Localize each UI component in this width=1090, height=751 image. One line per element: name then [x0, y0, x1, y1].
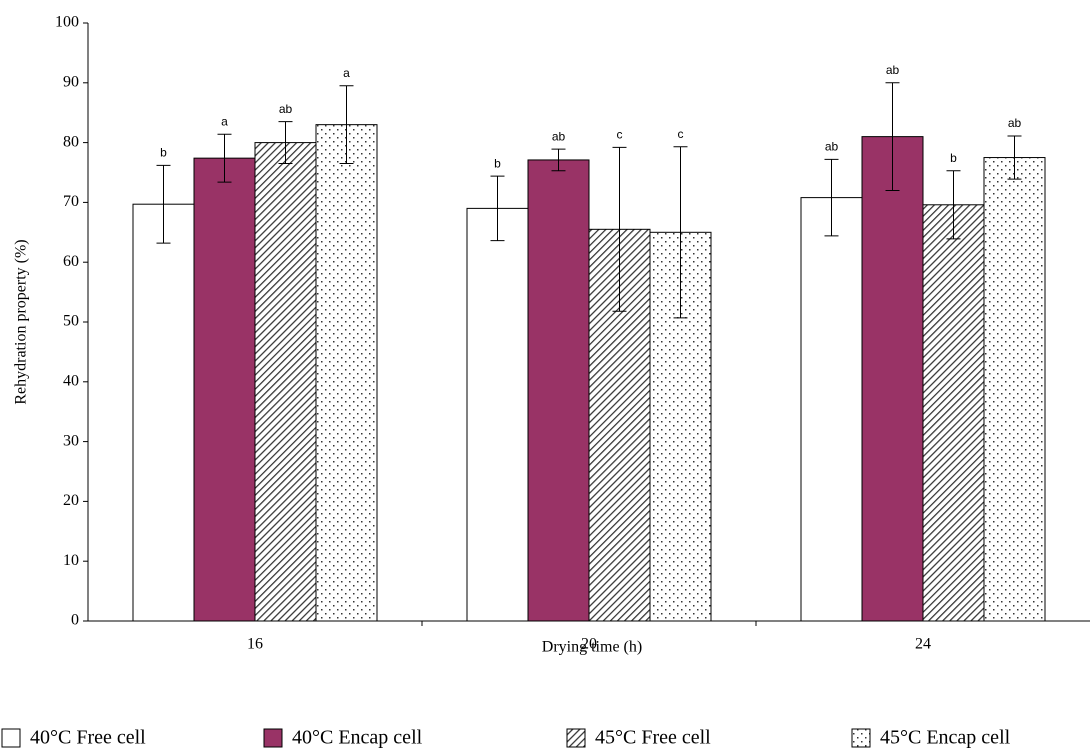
significance-letter: b [950, 151, 957, 165]
error-bar [490, 175, 505, 242]
bar [466, 207, 529, 622]
significance-letter: ab [552, 129, 566, 143]
error-bar [339, 85, 354, 165]
error-bar [612, 146, 627, 312]
y-tick-label: 20 [63, 492, 79, 509]
bar [800, 197, 863, 622]
significance-letter: ab [279, 102, 293, 116]
significance-letter: a [343, 66, 350, 80]
error-bar [885, 82, 900, 191]
y-tick-label: 70 [63, 193, 79, 210]
error-bar [156, 164, 171, 244]
significance-letter: a [221, 114, 228, 128]
x-tick-label: 20 [581, 636, 597, 653]
legend-swatch [263, 728, 283, 748]
legend-label: 45°C Free cell [595, 727, 711, 749]
y-tick-label: 90 [63, 73, 79, 90]
error-bar [278, 121, 293, 165]
bar [861, 136, 924, 622]
legend-label: 40°C Encap cell [292, 727, 423, 749]
x-axis-title: Drying time (h) [542, 639, 642, 656]
x-tick-label: 16 [247, 636, 263, 653]
y-tick-label: 50 [63, 313, 79, 330]
bar [588, 228, 651, 622]
y-tick-label: 10 [63, 552, 79, 569]
error-bar [1007, 135, 1022, 180]
legend-label: 40°C Free cell [30, 727, 146, 749]
error-bar [217, 133, 232, 183]
y-tick-label: 60 [63, 253, 79, 270]
bar [527, 159, 590, 622]
legend-swatch [851, 728, 871, 748]
bar [983, 157, 1046, 622]
x-tick-label: 24 [915, 636, 931, 653]
bar [132, 203, 195, 622]
bar [315, 124, 378, 622]
legend-label: 45°C Encap cell [880, 727, 1011, 749]
significance-letter: c [617, 128, 623, 142]
error-bar [946, 170, 961, 240]
significance-letter: b [160, 145, 167, 159]
legend-swatch [566, 728, 586, 748]
error-bar [824, 158, 839, 237]
y-axis-title: Rehydration property (%) [13, 239, 30, 404]
y-tick-label: 30 [63, 432, 79, 449]
significance-letter: b [494, 156, 501, 170]
significance-letter: ab [1008, 116, 1022, 130]
significance-letter: ab [886, 63, 900, 77]
significance-letter: ab [825, 140, 839, 154]
y-tick-label: 100 [55, 14, 79, 31]
significance-letter: c [678, 127, 684, 141]
y-tick-label: 0 [71, 612, 79, 629]
error-bar [551, 148, 566, 172]
y-tick-label: 80 [63, 133, 79, 150]
legend-swatch [1, 728, 21, 748]
error-bar [673, 146, 688, 319]
y-tick-label: 40 [63, 372, 79, 389]
bar [193, 157, 256, 622]
bar [922, 204, 985, 622]
bar [254, 142, 317, 622]
